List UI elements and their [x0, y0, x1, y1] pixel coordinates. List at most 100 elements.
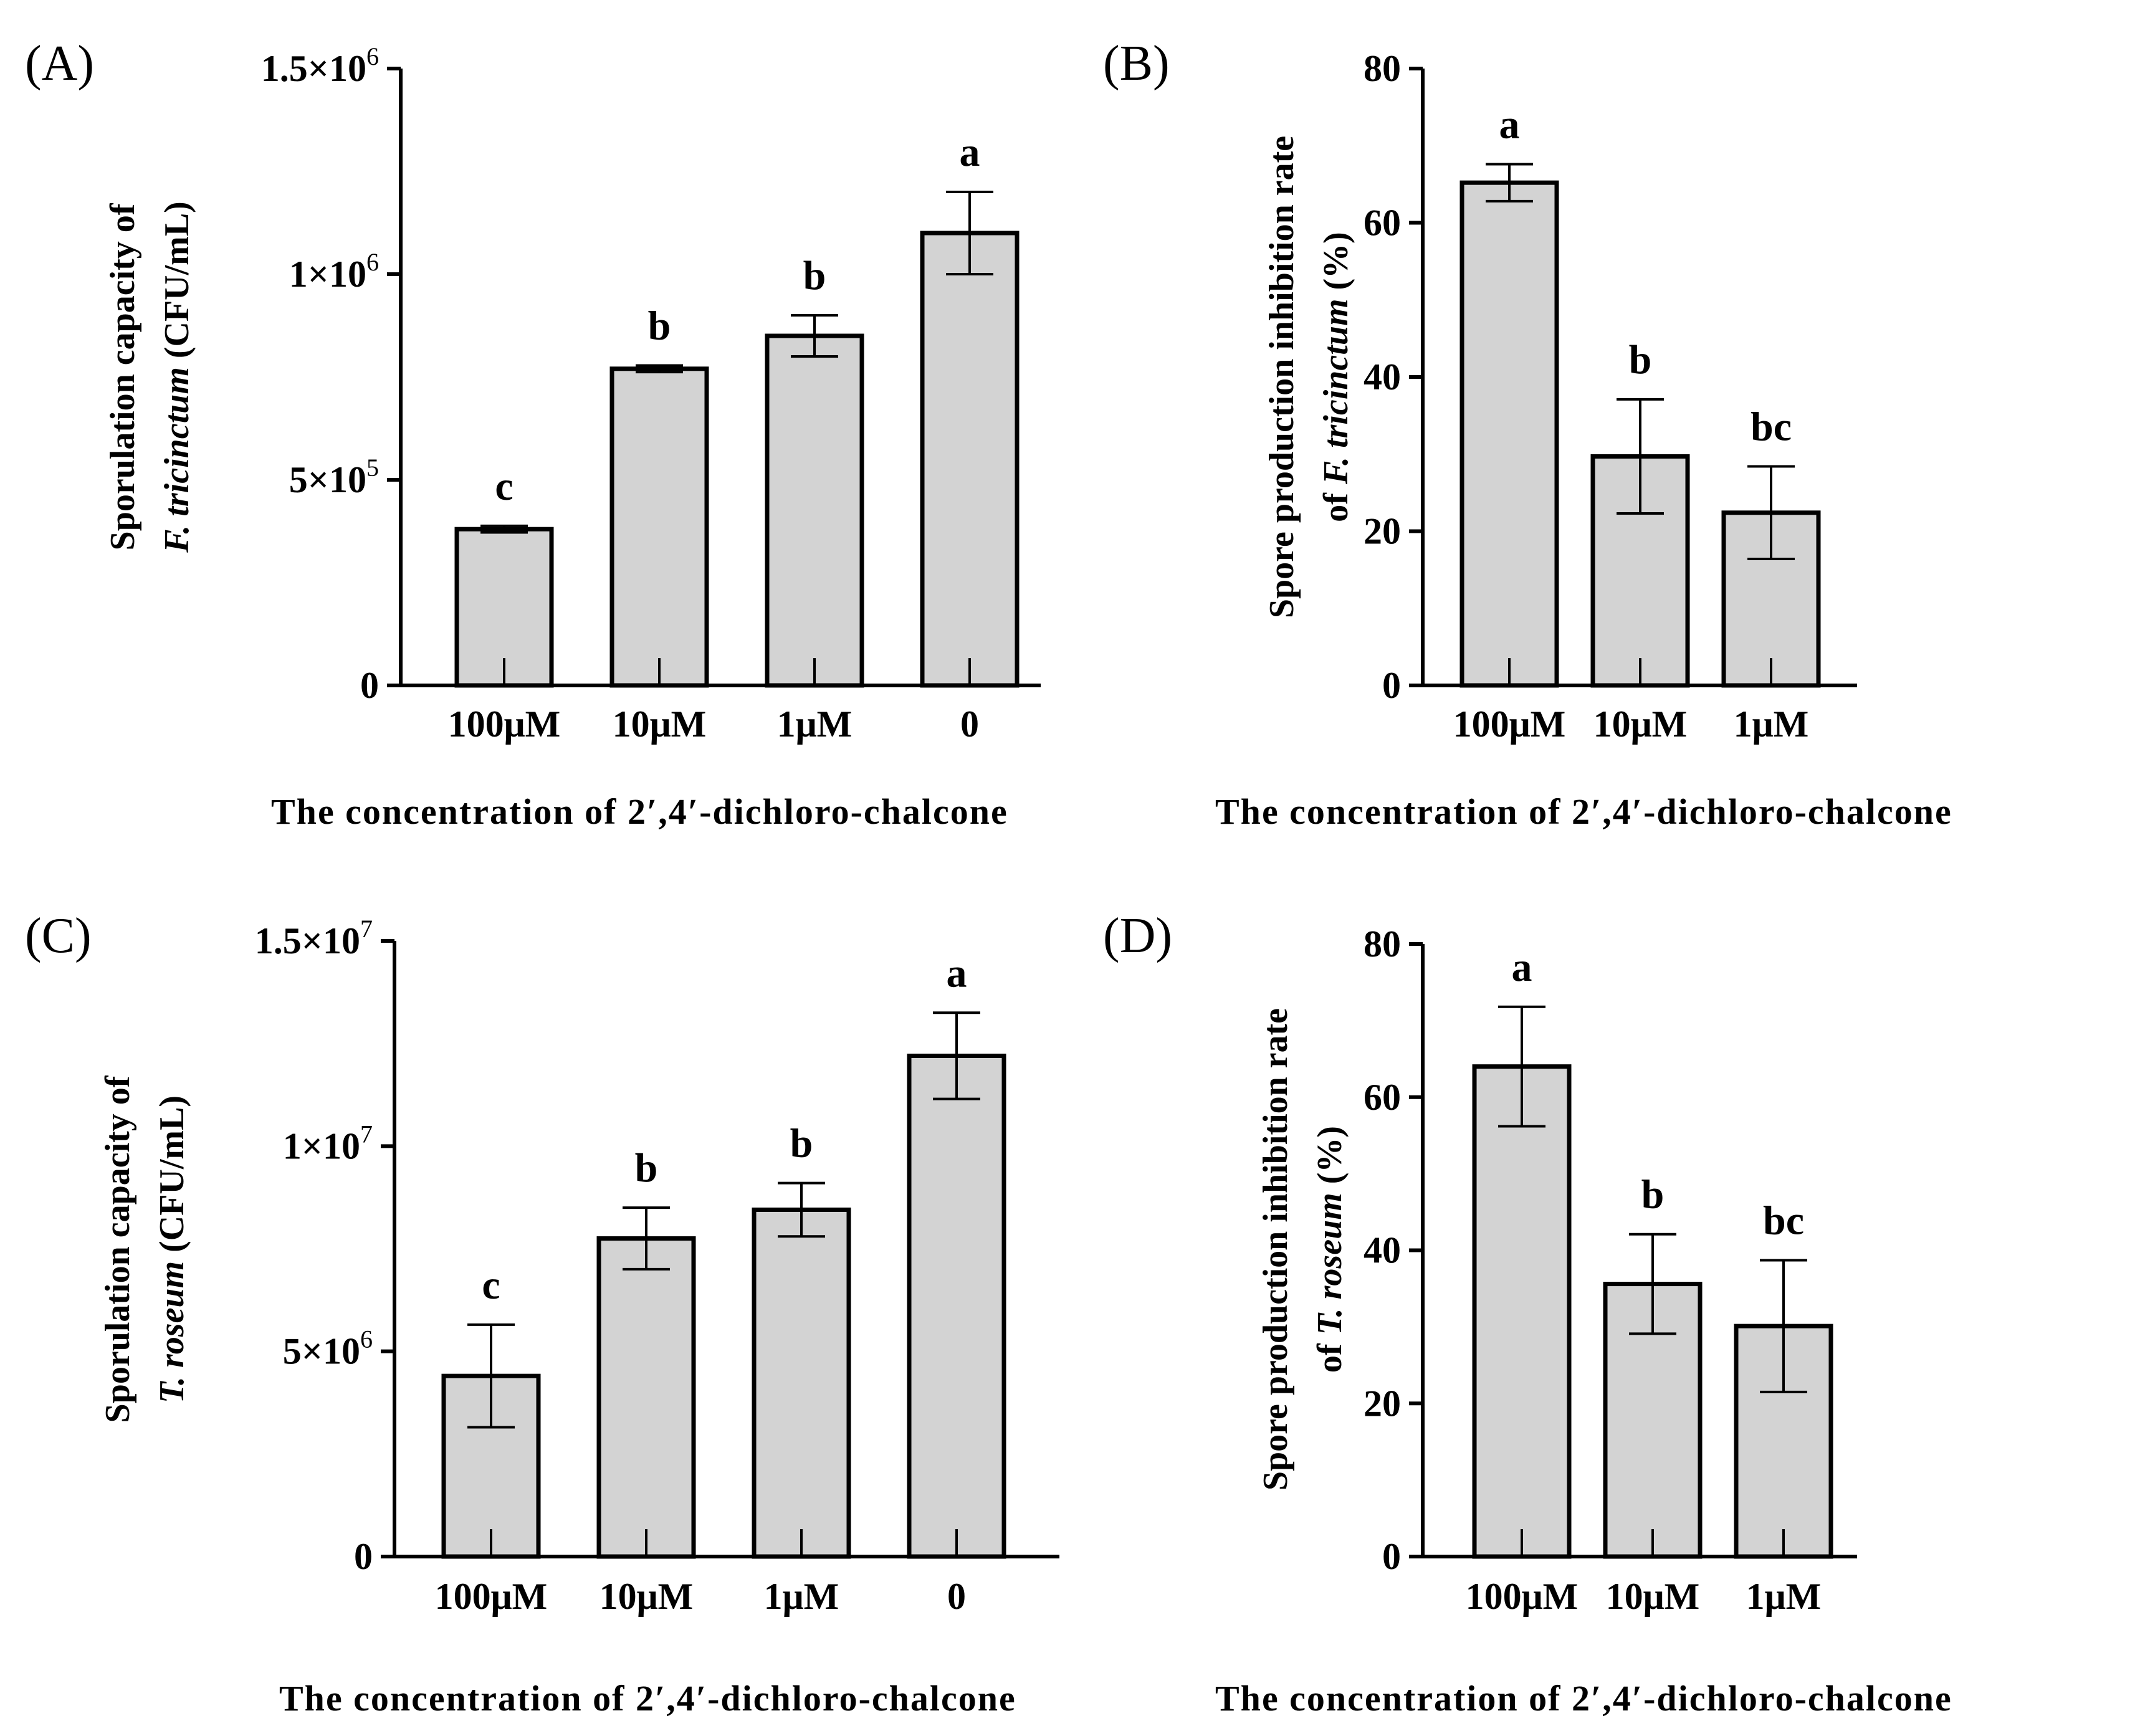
panel-c-y-axis-label-unit: (CFU/mL): [153, 1095, 191, 1261]
panel-c-y-axis-label-line2: T. roseum (CFU/mL): [153, 1095, 191, 1403]
panel-d-y-axis-label-prefix: of: [1311, 1335, 1349, 1373]
panel-a-y-tick-exponent-1: 5: [366, 454, 379, 482]
panel-d-y-tick-mantissa-4: 80: [1364, 923, 1401, 965]
panel-d-y-tick-label-3: 60: [1364, 1077, 1401, 1118]
panel-c-significance-2: b: [790, 1121, 813, 1166]
panel-d-y-tick-label-0: 0: [1382, 1536, 1401, 1577]
panel-c-significance-0: c: [482, 1262, 500, 1308]
panel-a-y-tick-label-0: 0: [360, 665, 379, 706]
panel-b-category-0: 100μM: [1453, 703, 1566, 745]
panel-a-y-tick-mantissa-1: 5×10: [289, 459, 366, 500]
panel-c-x-axis-label: The concentration of 2′,4′-dichloro-chal…: [279, 1678, 1016, 1719]
panel-c-y-tick-label-1: 5×106: [283, 1325, 373, 1372]
panel-a-bar-1: [609, 366, 709, 688]
panel-c-y-tick-label-3: 1.5×107: [255, 915, 373, 961]
panel-b-label: (B): [1103, 36, 1170, 91]
panel-c-category-2: 1μM: [764, 1576, 839, 1617]
panel-b-category-2: 1μM: [1734, 703, 1809, 745]
panel-d-y-tick-label-4: 80: [1364, 923, 1401, 965]
panel-b-y-axis-label-unit: (%): [1317, 232, 1355, 298]
panel-c-y-tick-exponent-3: 7: [360, 915, 373, 943]
panel-c-y-tick-exponent-2: 7: [360, 1120, 373, 1148]
panel-b-x-axis-label: The concentration of 2′,4′-dichloro-chal…: [1215, 791, 1952, 832]
panel-d-bar-0: [1472, 1064, 1572, 1559]
panel-a-y-tick-label-3: 1.5×106: [261, 42, 379, 89]
panel-c-y-tick-mantissa-0: 0: [354, 1536, 373, 1577]
panel-b-category-1: 10μM: [1593, 703, 1688, 745]
panel-d-y-tick-label-1: 20: [1364, 1383, 1401, 1424]
panel-a-category-1: 10μM: [613, 703, 707, 745]
panel-d-y-tick-mantissa-3: 60: [1364, 1077, 1401, 1118]
panel-d-y-axis-label-line1: Spore production inhibition rate: [1256, 1008, 1295, 1490]
panel-b-bar-1: [1590, 454, 1690, 688]
panel-b-y-axis-label-line2: of F. tricinctum (%): [1317, 232, 1355, 522]
panel-a-y-tick-exponent-2: 6: [366, 248, 379, 276]
panel-b-y-axis-label-line1: Spore production inhibition rate: [1263, 136, 1301, 618]
panel-a-category-0: 100μM: [448, 703, 561, 745]
panel-b-y-axis-label-prefix: of: [1317, 484, 1355, 522]
panel-d-category-2: 1μM: [1746, 1576, 1822, 1617]
panel-c-category-1: 10μM: [599, 1576, 694, 1617]
panel-b-y-tick-label-3: 60: [1364, 203, 1401, 244]
panel-c-y-tick-mantissa-3: 1.5×10: [255, 920, 360, 961]
panel-b-y-tick-mantissa-2: 40: [1364, 356, 1401, 398]
panel-c-significance-3: a: [947, 950, 967, 996]
panel-a-significance-3: a: [960, 130, 980, 175]
panel-c-y-tick-exponent-1: 6: [360, 1325, 373, 1353]
panel-c-bar-2: [752, 1207, 851, 1559]
panel-a-y-tick-mantissa-3: 1.5×10: [261, 48, 366, 89]
panel-b-y-tick-mantissa-1: 20: [1364, 511, 1401, 552]
panel-b-y-tick-label-4: 80: [1364, 48, 1401, 89]
panel-c-y-tick-mantissa-1: 5×10: [283, 1331, 360, 1372]
panel-c-y-tick-label-0: 0: [354, 1536, 373, 1577]
panel-d-y-tick-mantissa-0: 0: [1382, 1536, 1401, 1577]
panel-d-significance-1: b: [1641, 1172, 1665, 1218]
panel-a-y-axis-label-line1: Sporulation capacity of: [103, 203, 142, 550]
panel-b-bar-0: [1459, 180, 1559, 688]
panel-a-category-3: 0: [960, 703, 979, 745]
panel-d-y-axis-label-line2: of T. roseum (%): [1311, 1126, 1349, 1373]
panel-c-significance-1: b: [635, 1145, 658, 1191]
panel-d-category-0: 100μM: [1466, 1576, 1579, 1617]
panel-b-significance-1: b: [1629, 337, 1652, 383]
panel-d-significance-2: bc: [1763, 1198, 1804, 1243]
panel-b-y-tick-label-1: 20: [1364, 511, 1401, 552]
panel-d-significance-0: a: [1512, 945, 1532, 990]
panel-a-significance-1: b: [648, 303, 671, 349]
panel-a-bar-2: [765, 333, 864, 688]
panel-b-y-axis-label-species: F. tricinctum: [1317, 298, 1355, 485]
panel-c-bar-3: [907, 1053, 1006, 1559]
panel-d-y-tick-mantissa-2: 40: [1364, 1230, 1401, 1271]
panel-a-label: (A): [25, 36, 94, 91]
panel-b-y-tick-label-0: 0: [1382, 665, 1401, 706]
panel-a-y-axis-label-line2: F. tricinctum (CFU/mL): [158, 201, 196, 553]
panel-d-category-1: 10μM: [1606, 1576, 1700, 1617]
panel-c-label: (C): [25, 909, 92, 963]
panel-a-y-tick-mantissa-0: 0: [360, 665, 379, 706]
panel-a-y-axis-label-unit: (CFU/mL): [158, 201, 196, 367]
panel-d-y-tick-label-2: 40: [1364, 1230, 1401, 1271]
panel-c-category-0: 100μM: [435, 1576, 548, 1617]
panel-c-bar-1: [596, 1236, 696, 1559]
panel-a-x-axis-label: The concentration of 2′,4′-dichloro-chal…: [271, 791, 1008, 832]
panel-b-y-tick-mantissa-4: 80: [1364, 48, 1401, 89]
panel-a-category-2: 1μM: [777, 703, 853, 745]
panel-d-x-axis-label: The concentration of 2′,4′-dichloro-chal…: [1215, 1678, 1952, 1719]
panel-d-y-axis-label-species: T. roseum: [1311, 1193, 1349, 1335]
panel-c-y-tick-label-2: 1×107: [283, 1120, 373, 1166]
panel-d-label: (D): [1103, 909, 1172, 963]
panel-a-bar-3: [920, 231, 1020, 688]
panel-a-significance-0: c: [495, 464, 513, 509]
panel-c-category-3: 0: [947, 1576, 966, 1617]
panel-b-y-tick-label-2: 40: [1364, 356, 1401, 398]
panel-d-y-axis-label-unit: (%): [1311, 1126, 1349, 1193]
panel-c-y-axis-label-line1: Sporulation capacity of: [98, 1075, 137, 1423]
panel-a-significance-2: b: [803, 253, 826, 298]
panel-a-y-axis-label-species: F. tricinctum: [158, 367, 196, 553]
panel-b-y-tick-mantissa-0: 0: [1382, 665, 1401, 706]
panel-b-significance-0: a: [1499, 102, 1520, 147]
panel-c-y-tick-mantissa-2: 1×10: [283, 1125, 360, 1166]
panel-a-y-tick-label-2: 1×106: [289, 248, 379, 295]
panel-c-y-axis-label-species: T. roseum: [153, 1261, 191, 1403]
